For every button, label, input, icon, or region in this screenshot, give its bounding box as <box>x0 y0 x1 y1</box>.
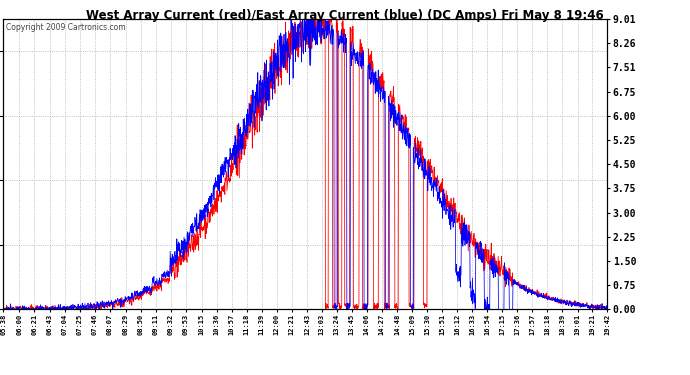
Text: Copyright 2009 Cartronics.com: Copyright 2009 Cartronics.com <box>6 23 126 32</box>
Text: West Array Current (red)/East Array Current (blue) (DC Amps) Fri May 8 19:46: West Array Current (red)/East Array Curr… <box>86 9 604 22</box>
